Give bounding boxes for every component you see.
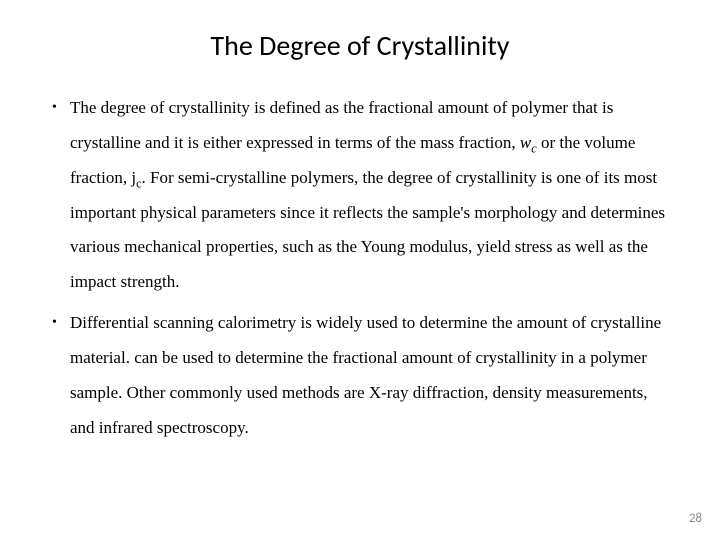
slide: The Degree of Crystallinity The degree o… <box>0 0 720 540</box>
list-item: The degree of crystallinity is defined a… <box>48 91 672 300</box>
bullet-text: Differential scanning calorimetry is wid… <box>70 313 661 437</box>
list-item: Differential scanning calorimetry is wid… <box>48 306 672 445</box>
slide-title: The Degree of Crystallinity <box>48 28 672 63</box>
symbol-w: w <box>520 133 531 152</box>
page-number: 28 <box>689 511 702 526</box>
bullet-text-part: . For semi-crystalline polymers, the deg… <box>70 168 665 292</box>
bullet-list: The degree of crystallinity is defined a… <box>48 91 672 445</box>
